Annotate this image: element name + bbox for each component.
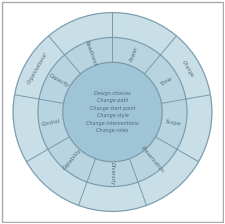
Circle shape xyxy=(13,13,212,211)
Text: Organisational: Organisational xyxy=(26,52,48,85)
Text: Scope: Scope xyxy=(165,119,182,127)
Text: Power: Power xyxy=(129,45,139,62)
Text: Capacity: Capacity xyxy=(47,73,70,89)
Text: Design choices: Design choices xyxy=(94,91,131,96)
Text: Change interventions: Change interventions xyxy=(86,121,139,126)
Circle shape xyxy=(63,62,162,162)
Text: Change path: Change path xyxy=(97,98,128,103)
Text: Change roles: Change roles xyxy=(97,128,128,133)
Text: Time: Time xyxy=(159,75,173,86)
Text: Control: Control xyxy=(41,119,61,127)
Text: Preservation: Preservation xyxy=(140,145,165,174)
Text: Capability: Capability xyxy=(62,148,83,171)
Circle shape xyxy=(38,37,187,187)
Text: Change start point: Change start point xyxy=(90,106,135,111)
Text: Change: Change xyxy=(181,59,195,78)
Text: Diversity: Diversity xyxy=(110,162,115,186)
Text: Readiness: Readiness xyxy=(84,40,98,67)
Text: Change style: Change style xyxy=(97,113,128,118)
